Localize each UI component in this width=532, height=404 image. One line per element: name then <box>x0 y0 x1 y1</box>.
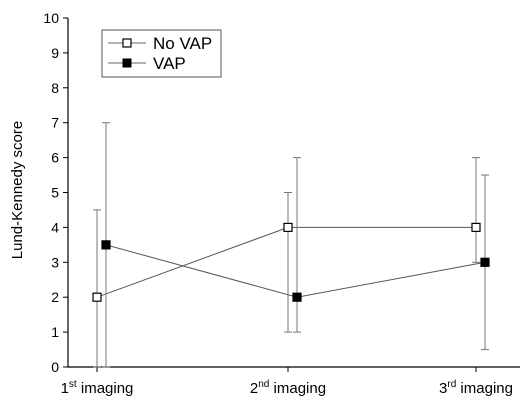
legend-marker-no-vap <box>122 38 132 48</box>
y-tick-label: 4 <box>51 219 59 235</box>
y-ticks: 0 1 2 3 4 5 6 7 8 9 10 <box>43 10 68 375</box>
x-tick-label: 3rd imaging <box>439 379 513 397</box>
y-tick-label: 0 <box>51 359 59 375</box>
x-tick-label: 1st imaging <box>61 379 134 397</box>
y-tick-label: 5 <box>51 185 59 201</box>
y-tick-label: 10 <box>43 10 59 26</box>
y-tick-label: 8 <box>51 80 59 96</box>
y-tick-label: 9 <box>51 45 59 61</box>
y-tick-label: 3 <box>51 254 59 270</box>
y-tick-label: 7 <box>51 115 59 131</box>
vap-series-line <box>105 244 486 298</box>
y-tick-label: 1 <box>51 324 59 340</box>
y-axis-title: Lund-Kennedy score <box>9 121 26 259</box>
no-vap-series-line <box>96 226 476 298</box>
legend-label-no-vap: No VAP <box>153 34 212 53</box>
vap-data-point <box>292 292 302 302</box>
no-vap-data-point <box>471 222 481 232</box>
vap-data-point <box>480 257 490 267</box>
y-tick-label: 6 <box>51 150 59 166</box>
series-layer <box>92 122 490 368</box>
legend-box <box>101 29 222 78</box>
legend-marker-vap <box>122 58 132 68</box>
no-vap-data-point <box>283 222 293 232</box>
vap-data-point <box>101 240 111 250</box>
legend-label-vap: VAP <box>153 54 186 73</box>
no-vap-data-point <box>92 292 102 302</box>
legend: No VAP VAP <box>101 29 222 78</box>
x-tick-label: 2nd imaging <box>250 379 326 397</box>
x-ticks: 1st imaging 2nd imaging 3rd imaging <box>61 367 513 397</box>
y-tick-label: 2 <box>51 289 59 305</box>
